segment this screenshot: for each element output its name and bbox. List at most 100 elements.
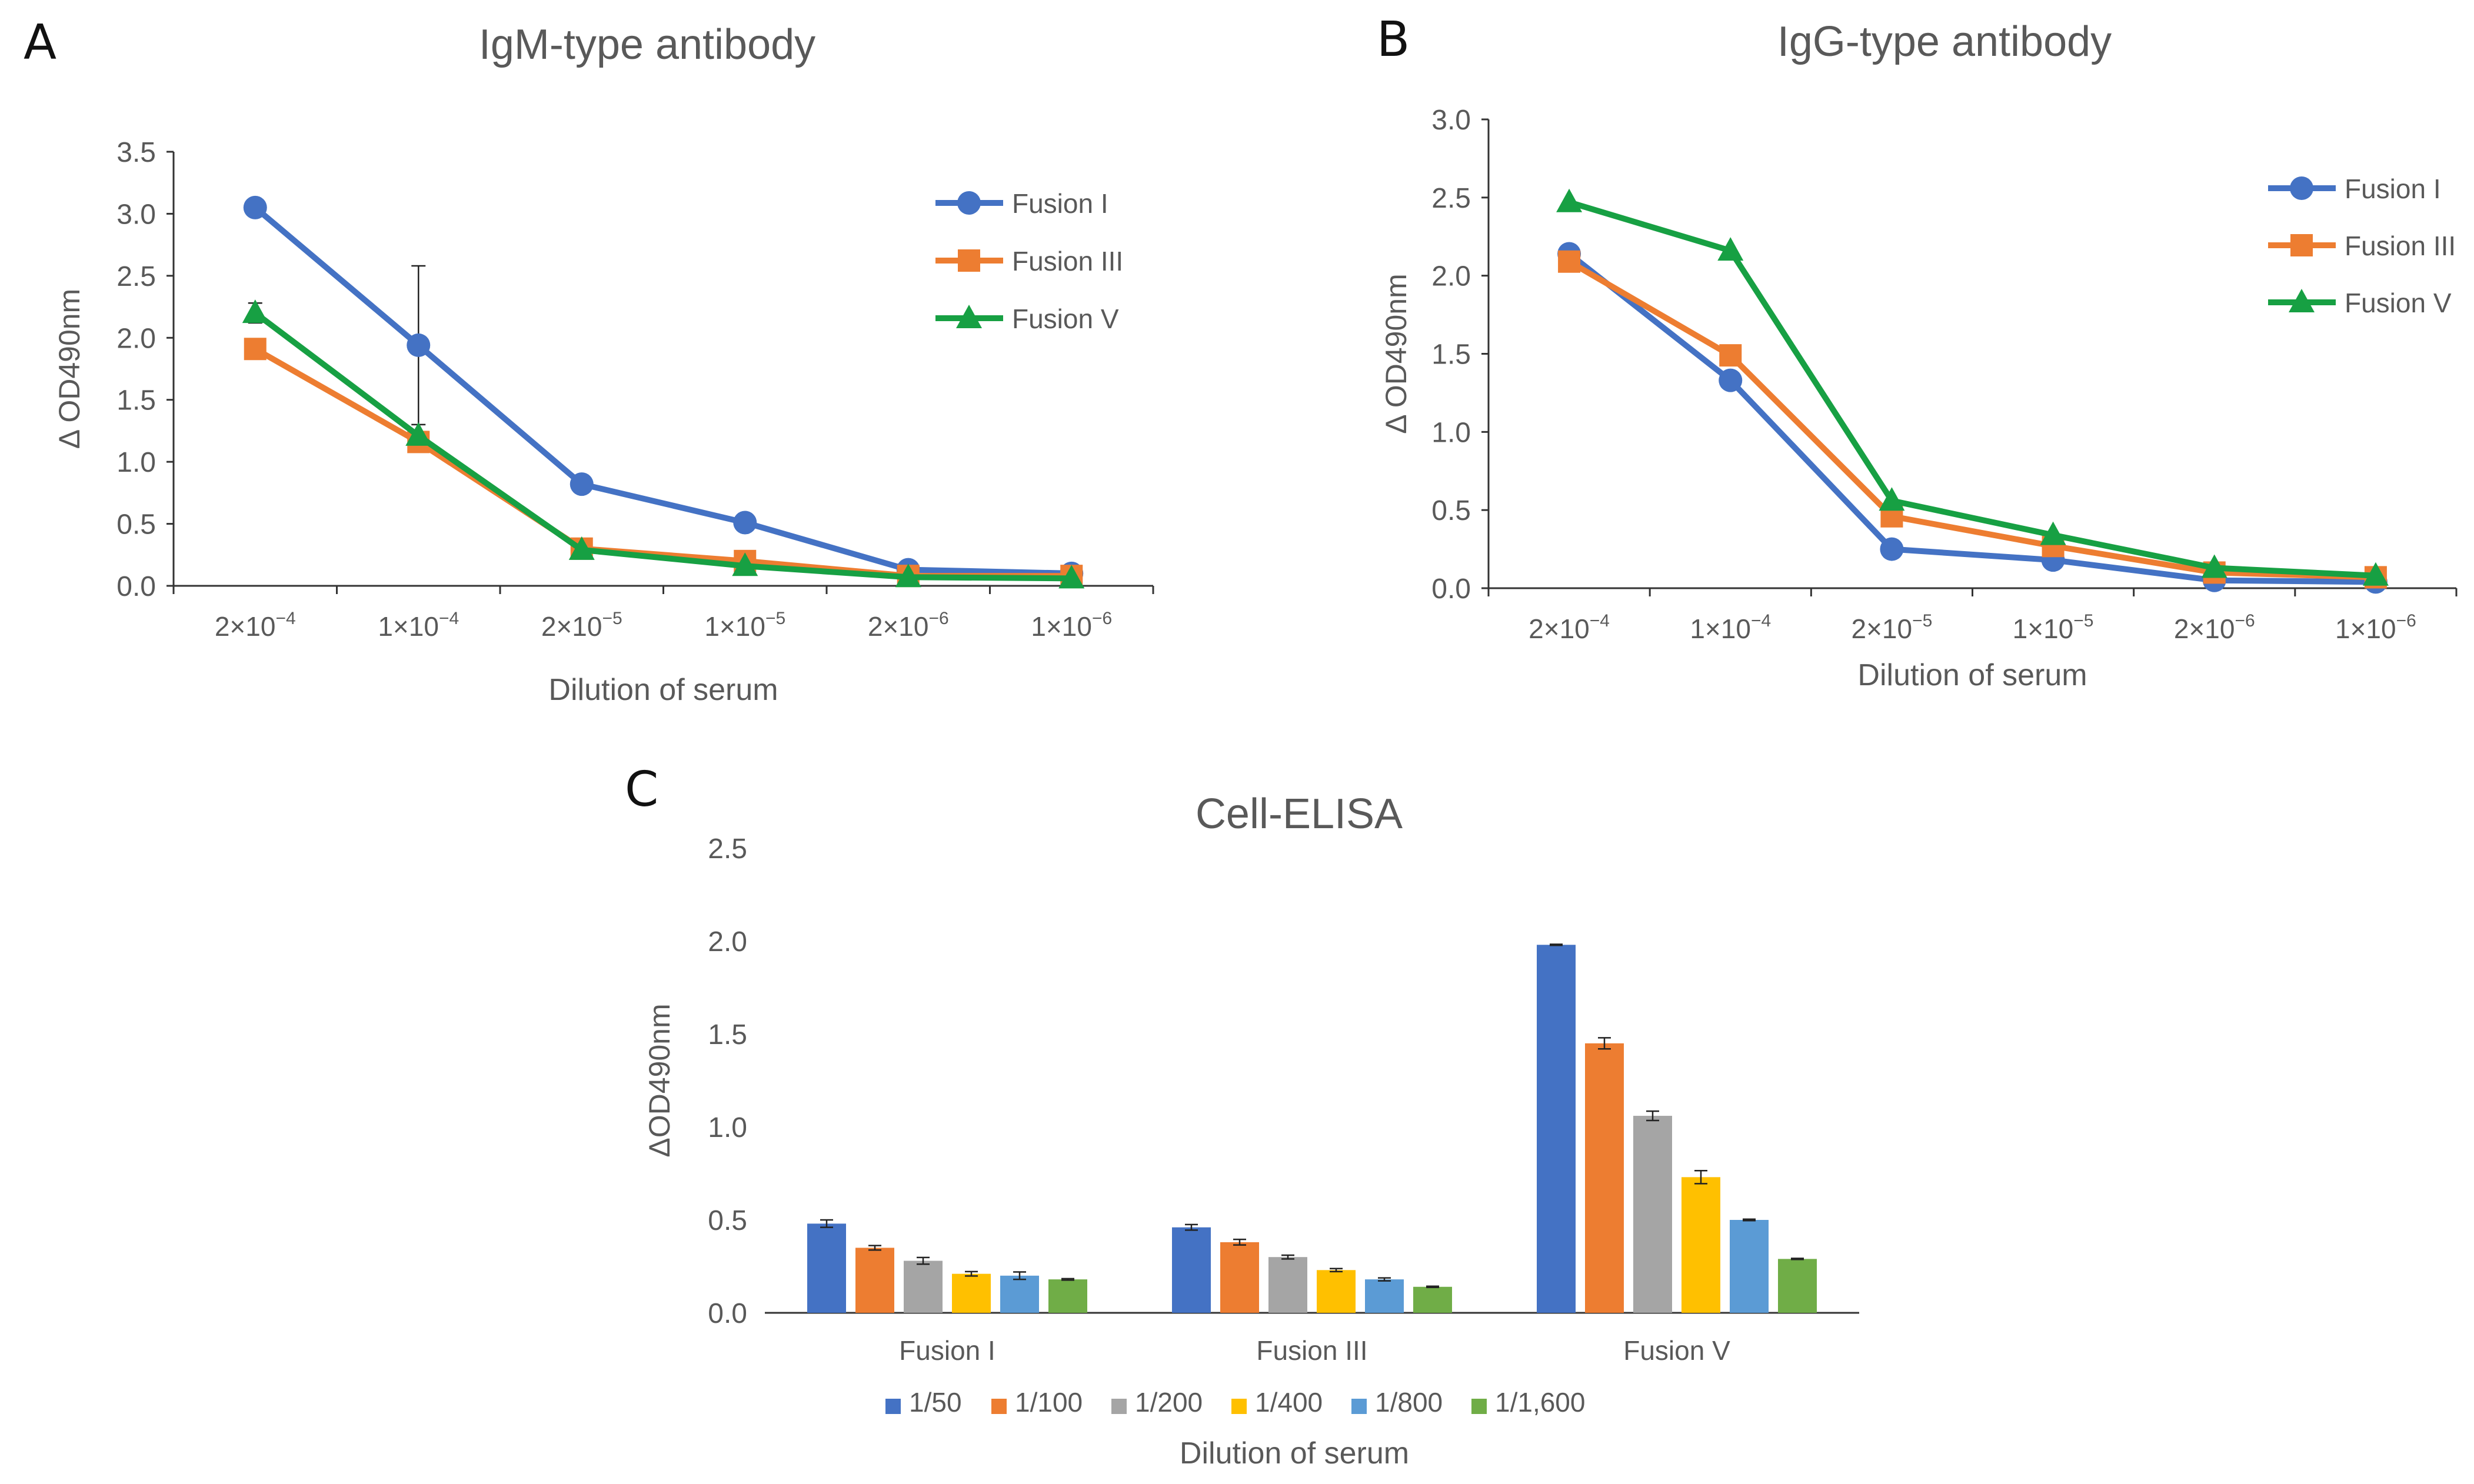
series-1-800 bbox=[1000, 1218, 1769, 1313]
x-axis-label: Dilution of serum bbox=[1857, 658, 2087, 692]
x-tick-label: 1×10−6 bbox=[1031, 609, 1112, 642]
chart-title: IgG-type antibody bbox=[1777, 18, 2112, 65]
x-tick-exponent: −6 bbox=[2396, 611, 2416, 631]
y-tick-label: 0.0 bbox=[1431, 573, 1471, 605]
x-tick-label: 2×10−4 bbox=[1529, 611, 1610, 644]
legend-marker bbox=[2289, 289, 2315, 312]
bar bbox=[1633, 1116, 1672, 1313]
legend-item-1-200: 1/200 bbox=[1111, 1387, 1203, 1418]
legend-label: Fusion III bbox=[2345, 231, 2456, 261]
y-tick-label: 0.5 bbox=[1431, 495, 1471, 526]
series-1-400 bbox=[952, 1170, 1720, 1313]
x-tick-exponent: −4 bbox=[275, 609, 295, 628]
data-point bbox=[570, 472, 594, 496]
y-axis-label: Δ OD490nm bbox=[1380, 274, 1413, 433]
legend-swatch bbox=[1351, 1399, 1367, 1414]
series-fusion-v bbox=[1556, 188, 2389, 586]
series-1-1-600 bbox=[1048, 1258, 1817, 1313]
legend-label: 1/800 bbox=[1375, 1387, 1443, 1418]
legend-item-fusion-iii: Fusion III bbox=[2268, 231, 2456, 261]
bar bbox=[855, 1248, 894, 1313]
legend-swatch bbox=[991, 1399, 1007, 1414]
panel-label: A bbox=[24, 15, 56, 71]
bar bbox=[1268, 1257, 1307, 1313]
bar bbox=[1048, 1279, 1087, 1313]
data-point bbox=[243, 195, 267, 219]
legend-label: Fusion V bbox=[2345, 288, 2452, 318]
x-tick-label: 1×10−4 bbox=[1690, 611, 1771, 644]
y-tick-label: 1.0 bbox=[708, 1112, 747, 1143]
data-point bbox=[2201, 554, 2227, 578]
x-tick-base: 2×10 bbox=[215, 611, 276, 642]
data-point bbox=[2040, 521, 2066, 545]
legend-label: Fusion III bbox=[1012, 246, 1123, 276]
x-tick-exponent: −5 bbox=[602, 609, 622, 628]
data-point bbox=[244, 338, 267, 361]
bar bbox=[1413, 1286, 1452, 1313]
legend-label: 1/50 bbox=[909, 1387, 962, 1418]
y-tick-label: 0.5 bbox=[116, 509, 156, 541]
y-tick-label: 1.0 bbox=[1431, 417, 1471, 448]
x-axis-label: Dilution of serum bbox=[548, 673, 778, 707]
y-tick-label: 0.0 bbox=[116, 571, 156, 602]
legend-item-1-1-600: 1/1,600 bbox=[1471, 1387, 1585, 1418]
data-point bbox=[1558, 250, 1581, 273]
x-tick-label: 1×10−4 bbox=[378, 609, 459, 642]
y-tick-label: 2.5 bbox=[708, 833, 747, 865]
bar bbox=[1778, 1259, 1817, 1313]
legend-label: 1/1,600 bbox=[1495, 1387, 1585, 1418]
panel-label: B bbox=[1377, 12, 1410, 68]
data-point bbox=[1717, 237, 1744, 261]
x-tick-base: 1×10 bbox=[1690, 613, 1751, 644]
bar bbox=[952, 1273, 991, 1313]
x-tick-base: 2×10 bbox=[1529, 613, 1590, 644]
chart-cell-elisa: C Cell-ELISA 0.0 0.5 1.0 1.5 2.0 2.5 Fusion I Fus… bbox=[625, 762, 1859, 1470]
legend-item-1-50: 1/50 bbox=[885, 1387, 962, 1418]
x-tick-base: 2×10 bbox=[541, 611, 602, 642]
series-line bbox=[1568, 199, 2376, 579]
y-tick-label: 1.5 bbox=[1431, 339, 1471, 371]
legend-item-1-400: 1/400 bbox=[1231, 1387, 1323, 1418]
data-point bbox=[1556, 188, 1583, 212]
legend-item-1-100: 1/100 bbox=[991, 1387, 1083, 1418]
series-fusion-v bbox=[242, 299, 1085, 589]
legend-marker bbox=[958, 249, 980, 272]
legend-marker bbox=[2290, 176, 2313, 200]
bar bbox=[1537, 945, 1576, 1313]
bar bbox=[1172, 1227, 1211, 1313]
bar bbox=[1220, 1242, 1259, 1313]
data-point bbox=[1719, 368, 1743, 392]
x-tick-label: 2×10−5 bbox=[1851, 611, 1932, 644]
chart-title: IgM-type antibody bbox=[479, 21, 815, 68]
legend-label: Fusion I bbox=[1012, 188, 1108, 219]
x-tick-base: 2×10 bbox=[868, 611, 929, 642]
panel-label: C bbox=[625, 762, 658, 818]
series-1-200 bbox=[904, 1110, 1672, 1313]
legend-item-fusion-v: Fusion V bbox=[2268, 288, 2452, 318]
x-tick-exponent: −6 bbox=[2235, 611, 2255, 631]
x-tick-label: 1×10−5 bbox=[2013, 611, 2094, 644]
x-tick-label: 2×10−6 bbox=[868, 609, 949, 642]
x-tick-base: 1×10 bbox=[1031, 611, 1092, 642]
bar bbox=[1000, 1275, 1039, 1313]
data-point bbox=[1719, 344, 1742, 367]
series-line bbox=[253, 205, 1072, 576]
chart-igg: B IgG-type antibody 0.0 0.5 1.0 1.5 2.0 2.5 3.0 2… bbox=[1377, 12, 2458, 692]
legend-item-fusion-i: Fusion I bbox=[2268, 174, 2441, 204]
chart-title: Cell-ELISA bbox=[1196, 791, 1403, 838]
x-tick-exponent: −4 bbox=[1751, 611, 1771, 631]
y-tick-label: 1.0 bbox=[116, 447, 156, 478]
y-tick-label: 0.5 bbox=[708, 1205, 747, 1236]
data-point bbox=[407, 333, 431, 357]
series-1-100 bbox=[855, 1037, 1624, 1313]
series-line bbox=[1567, 259, 2376, 581]
legend-marker bbox=[957, 191, 981, 215]
legend-label: 1/100 bbox=[1015, 1387, 1083, 1418]
data-point bbox=[2362, 562, 2389, 586]
y-tick-label: 2.0 bbox=[116, 323, 156, 354]
y-tick-label: 3.5 bbox=[116, 137, 156, 168]
legend-label: 1/200 bbox=[1135, 1387, 1203, 1418]
legend-label: Fusion I bbox=[2345, 174, 2441, 204]
